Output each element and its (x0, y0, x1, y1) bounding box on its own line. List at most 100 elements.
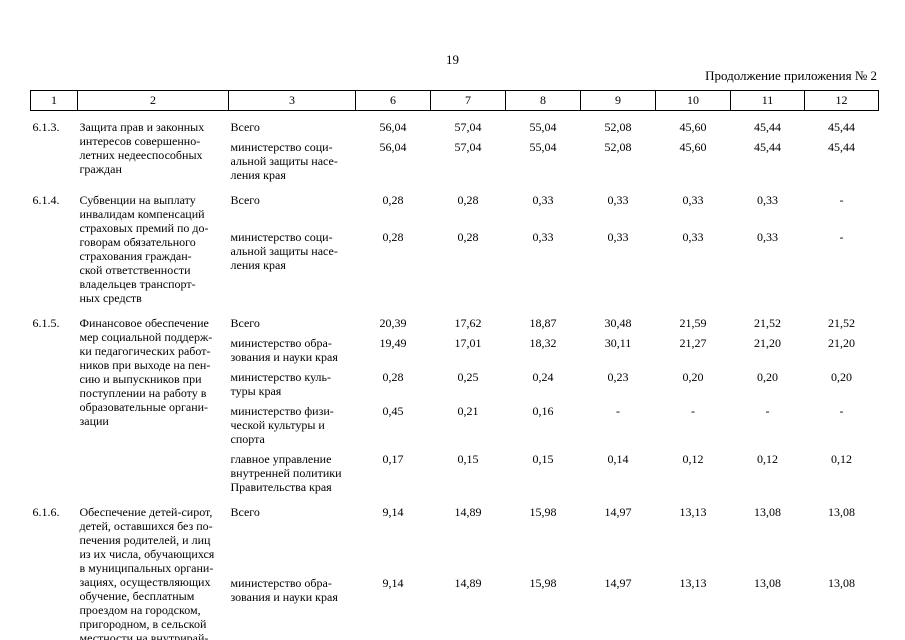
value-cell: 14,97 (604, 505, 632, 519)
table-row: министерство обра- зования и науки края 9… (31, 572, 879, 640)
row-title: Финансовое обеспечение мер социальной по… (79, 316, 213, 428)
value-cell: 0,28 (457, 230, 479, 245)
value-cell: 0,33 (757, 230, 778, 245)
table-row: министерство физи- ческой культуры и спо… (31, 400, 879, 448)
value-cell: 18,32 (529, 336, 557, 350)
value-cell: 14,97 (604, 575, 632, 590)
value-cell: 0,33 (682, 230, 704, 245)
table-row: 6.1.6. Обеспечение детей-сирот, детей, ос… (31, 496, 879, 640)
value-cell: 0,12 (831, 452, 852, 466)
value-cell: 0,21 (457, 404, 479, 418)
value-cell: 0,25 (457, 370, 479, 384)
value-cell: 13,08 (754, 505, 781, 519)
value-cell: 45,60 (679, 140, 707, 154)
value-cell: 0,33 (532, 230, 554, 245)
table-row: министерство соци- альной защиты насе- л… (31, 136, 879, 184)
table-row: министерство куль- туры края 0,28 0,25 0,24… (31, 366, 879, 400)
value-cell: 21,52 (828, 316, 855, 330)
value-cell: 13,13 (679, 505, 707, 519)
value-cell: 0,28 (382, 193, 404, 207)
value-cell: 19,49 (379, 336, 407, 350)
value-cell: - (691, 404, 695, 418)
executor-cell: министерство соци- альной защиты насе- л… (230, 230, 338, 273)
value-cell: 55,04 (529, 120, 557, 134)
value-cell: 45,60 (679, 120, 707, 134)
page-number: 19 (446, 52, 459, 67)
table-header-row: 1 2 3 6 7 8 9 10 11 12 (30, 90, 879, 111)
column-header: 6 (355, 90, 431, 111)
value-cell: 21,20 (828, 336, 855, 350)
table-row: 6.1.5. Финансовое обеспечение мер социаль… (31, 307, 879, 428)
value-cell: 30,11 (604, 336, 632, 350)
value-cell: 13,08 (828, 505, 855, 519)
table-row: 6.1.3. Защита прав и законных интересов с… (31, 111, 879, 176)
value-cell: 0,12 (757, 452, 778, 466)
value-cell: 55,04 (529, 140, 557, 154)
row-title: Защита прав и законных интересов соверше… (79, 120, 205, 176)
value-cell: 30,48 (604, 316, 632, 330)
value-cell: 18,87 (529, 316, 557, 330)
value-cell: 52,08 (604, 120, 632, 134)
value-cell: 15,98 (529, 575, 557, 590)
value-cell: 0,33 (532, 193, 554, 207)
value-cell: 45,44 (828, 140, 855, 154)
value-cell: - (765, 404, 770, 418)
value-cell: 20,39 (379, 316, 407, 330)
table-row: министерство соци- альной защиты насе- л… (31, 226, 879, 307)
value-cell: 52,08 (604, 140, 632, 154)
value-cell: 45,44 (754, 120, 781, 134)
value-cell: 21,20 (754, 336, 781, 350)
row-title: Обеспечение детей-сирот, детей, оставших… (79, 505, 215, 640)
value-cell: 0,33 (607, 193, 629, 207)
column-header: 3 (228, 90, 356, 111)
value-cell: 9,14 (382, 575, 404, 590)
value-cell: 45,44 (754, 140, 781, 154)
value-cell: 21,27 (679, 336, 707, 350)
column-header: 10 (655, 90, 731, 111)
value-cell: 57,04 (454, 140, 482, 154)
executor-cell: министерство куль- туры края (230, 370, 332, 398)
executor-cell: Всего (230, 505, 260, 519)
value-cell: 21,59 (679, 316, 707, 330)
value-cell: 0,28 (382, 370, 404, 384)
column-header: 12 (804, 90, 879, 111)
appendix-continuation-label: Продолжение приложения № 2 (705, 68, 877, 83)
value-cell: 13,13 (679, 575, 707, 590)
value-cell: 0,33 (607, 230, 629, 245)
value-cell: 17,62 (454, 316, 482, 330)
value-cell: - (839, 193, 844, 207)
value-cell: - (839, 404, 844, 418)
value-cell: 0,28 (457, 193, 479, 207)
executor-cell: министерство соци- альной защиты насе- л… (230, 140, 338, 182)
value-cell: 0,33 (682, 193, 704, 207)
value-cell: - (616, 404, 620, 418)
executor-cell: министерство обра- зования и науки края (230, 575, 338, 604)
column-header: 11 (730, 90, 805, 111)
table-row: 6.1.4. Субвенции на выплату инвалидам ком… (31, 184, 879, 305)
value-cell: 0,24 (532, 370, 554, 384)
column-header: 7 (430, 90, 506, 111)
value-cell: 0,15 (457, 452, 479, 466)
value-cell: 57,04 (454, 120, 482, 134)
value-cell: 0,33 (757, 193, 778, 207)
column-header: 1 (30, 90, 78, 111)
value-cell: 0,12 (682, 452, 704, 466)
budget-table: 1 2 3 6 7 8 9 10 11 12 6.1.3. Защита прав и законн… (30, 90, 879, 640)
value-cell: 14,89 (454, 505, 482, 519)
value-cell: 45,44 (828, 120, 855, 134)
row-code: 6.1.4. (32, 193, 60, 207)
executor-cell: Всего (230, 316, 260, 330)
value-cell: 56,04 (379, 120, 407, 134)
table-row: главное управление внутренней политики П… (31, 448, 879, 496)
value-cell: 0,14 (607, 452, 629, 466)
table-row: министерство обра- зования и науки края 1… (31, 332, 879, 366)
value-cell: - (839, 230, 844, 245)
column-header: 8 (505, 90, 581, 111)
value-cell: 13,08 (754, 575, 781, 590)
value-cell: 0,16 (532, 404, 554, 418)
executor-cell: Всего (230, 193, 260, 207)
executor-cell: Всего (230, 120, 260, 134)
value-cell: 0,17 (382, 452, 404, 466)
value-cell: 0,45 (382, 404, 404, 418)
